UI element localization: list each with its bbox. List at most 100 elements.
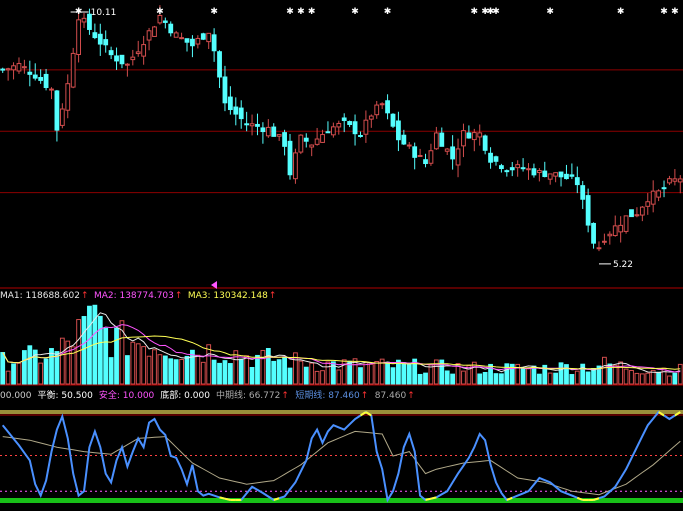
- candle-body: [455, 148, 461, 166]
- volume-bar: [618, 361, 624, 385]
- volume-bar: [358, 367, 363, 385]
- price-panel: ✱ ✱ ✱ ✱ ✱ ✱ ✱ ✱ ✱ ✱✱✱ ✱ ✱ ✱ ✱10.115.22: [0, 5, 683, 289]
- volume-bar: [5, 370, 11, 385]
- volume-bar: [401, 362, 407, 385]
- volume-bar: [206, 344, 212, 385]
- price-low-label: 5.22: [613, 260, 633, 270]
- candle-body: [238, 107, 244, 120]
- oscillator-panel: [0, 410, 683, 503]
- candle-body: [119, 54, 125, 65]
- volume-bar: [406, 362, 412, 385]
- candle-body: [282, 132, 287, 147]
- volume-bar: [612, 364, 618, 385]
- volume-bar: [672, 372, 678, 385]
- volume-bar: [444, 370, 450, 385]
- volume-bar: [471, 361, 477, 385]
- volume-bar: [27, 345, 33, 385]
- candle-body: [618, 224, 624, 233]
- overbought-band: [0, 410, 683, 414]
- candle-body: [439, 132, 445, 147]
- candle-body: [255, 123, 260, 127]
- volume-bar: [249, 366, 255, 385]
- candle-body: [488, 152, 493, 163]
- volume-bar: [455, 363, 461, 385]
- volume-bar: [108, 357, 114, 385]
- volume-bar: [450, 373, 456, 385]
- volume-bar: [504, 363, 510, 385]
- candle-body: [509, 167, 515, 171]
- volume-bar: [255, 354, 260, 385]
- volume-bar: [385, 361, 390, 385]
- extreme-highlight: [674, 411, 681, 417]
- oscillator-legend-item: 00.000: [0, 391, 32, 401]
- signal-marker: ✱: [286, 7, 294, 17]
- volume-bar: [0, 352, 6, 385]
- candle-body: [645, 201, 651, 207]
- volume-bar: [59, 337, 65, 385]
- candle-body: [114, 55, 119, 62]
- candle-body: [639, 206, 645, 216]
- candle-body: [667, 178, 672, 184]
- extreme-highlight: [506, 496, 513, 501]
- candle-body: [569, 174, 575, 177]
- volume-bar: [368, 363, 374, 385]
- candle-body: [108, 50, 114, 56]
- volume-bar: [21, 350, 27, 385]
- volume-bar: [499, 373, 504, 385]
- candle-body: [672, 178, 678, 182]
- candle-body: [374, 104, 380, 116]
- volume-bar: [325, 361, 331, 385]
- candle-body: [352, 121, 358, 135]
- volume-bar: [135, 343, 141, 385]
- candle-body: [200, 33, 206, 40]
- volume-bar: [320, 370, 325, 385]
- candle-body: [157, 14, 163, 24]
- oscillator-legend-arrow: ↑: [281, 391, 289, 401]
- candle-body: [184, 38, 190, 43]
- extreme-highlight: [430, 496, 437, 500]
- volume-bar: [233, 350, 239, 385]
- volume-bar: [179, 358, 184, 385]
- candle-body: [32, 74, 38, 79]
- candle-body: [211, 34, 217, 52]
- volume-bar: [293, 352, 298, 385]
- oscillator-legend-item: 中期线: 66.772: [216, 389, 280, 401]
- volume-bar: [374, 361, 380, 385]
- volume-bar: [482, 371, 488, 385]
- candle-body: [515, 164, 521, 169]
- volume-legend-arrow: ↑: [81, 291, 89, 301]
- bottom-band: [0, 498, 683, 503]
- volume-bar: [547, 372, 553, 385]
- volume-bar: [146, 355, 152, 385]
- signal-marker: ✱: [546, 7, 554, 17]
- volume-bar: [428, 364, 434, 385]
- candle-body: [341, 117, 347, 121]
- volume-bar: [141, 346, 147, 385]
- candle-body: [612, 225, 618, 237]
- candle-body: [130, 56, 136, 61]
- candle-body: [423, 159, 428, 165]
- candle-body: [173, 32, 179, 38]
- extreme-highlight: [224, 497, 231, 501]
- candle-body: [0, 68, 6, 71]
- candle-body: [5, 68, 11, 71]
- candle-body: [293, 152, 298, 180]
- volume-bar: [103, 327, 109, 385]
- extreme-highlight: [359, 411, 367, 417]
- candle-body: [38, 77, 44, 81]
- candle-body: [428, 150, 434, 164]
- volume-bar: [477, 373, 483, 385]
- volume-bar: [11, 363, 16, 385]
- candle-body: [87, 13, 92, 30]
- candle-body: [76, 19, 81, 56]
- volume-bar: [130, 341, 136, 385]
- volume-bar: [439, 359, 445, 385]
- signal-marker: ✱: [351, 7, 359, 17]
- volume-bar: [276, 359, 282, 385]
- candle-body: [499, 165, 504, 170]
- volume-bar: [330, 361, 336, 385]
- volume-legend-item: MA2: 138774.703: [94, 291, 174, 301]
- oscillator-line: [1, 410, 681, 503]
- volume-bar: [260, 349, 266, 385]
- candle-body: [629, 209, 634, 218]
